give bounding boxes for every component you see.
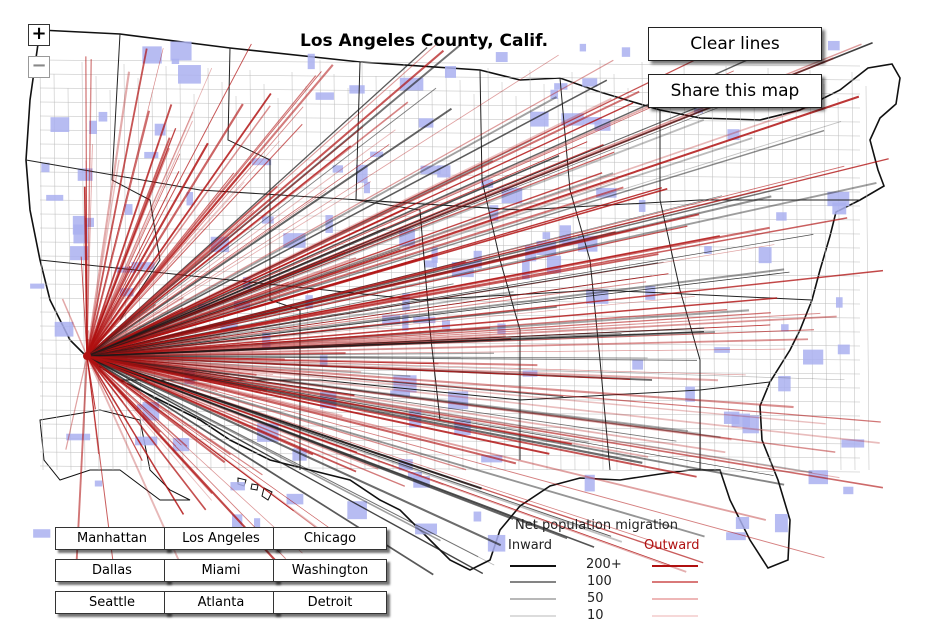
legend-level-2: 100	[587, 574, 612, 589]
legend-level-3: 50	[587, 591, 604, 606]
city-button-seattle[interactable]: Seattle	[55, 591, 169, 614]
city-button-los-angeles[interactable]: Los Angeles	[164, 527, 278, 550]
clear-lines-button[interactable]: Clear lines	[648, 27, 822, 61]
legend-outward-label: Outward	[644, 538, 700, 553]
legend-swatches	[510, 565, 698, 617]
zoom-in-button[interactable]: +	[28, 24, 50, 46]
city-button-chicago[interactable]: Chicago	[273, 527, 387, 550]
legend-level-1: 200+	[586, 557, 622, 572]
legend-inward-label: Inward	[508, 538, 553, 553]
city-button-detroit[interactable]: Detroit	[273, 591, 387, 614]
legend-title: Net population migration	[515, 518, 679, 533]
city-button-washington[interactable]: Washington	[273, 559, 387, 582]
city-button-manhattan[interactable]: Manhattan	[55, 527, 169, 550]
legend-level-4: 10	[587, 608, 604, 623]
zoom-out-button[interactable]: −	[28, 56, 50, 78]
city-button-miami[interactable]: Miami	[164, 559, 278, 582]
origin-marker	[83, 352, 91, 360]
city-button-dallas[interactable]: Dallas	[55, 559, 169, 582]
city-button-atlanta[interactable]: Atlanta	[164, 591, 278, 614]
map-title: Los Angeles County, Calif.	[300, 31, 549, 51]
share-map-button[interactable]: Share this map	[648, 74, 822, 108]
